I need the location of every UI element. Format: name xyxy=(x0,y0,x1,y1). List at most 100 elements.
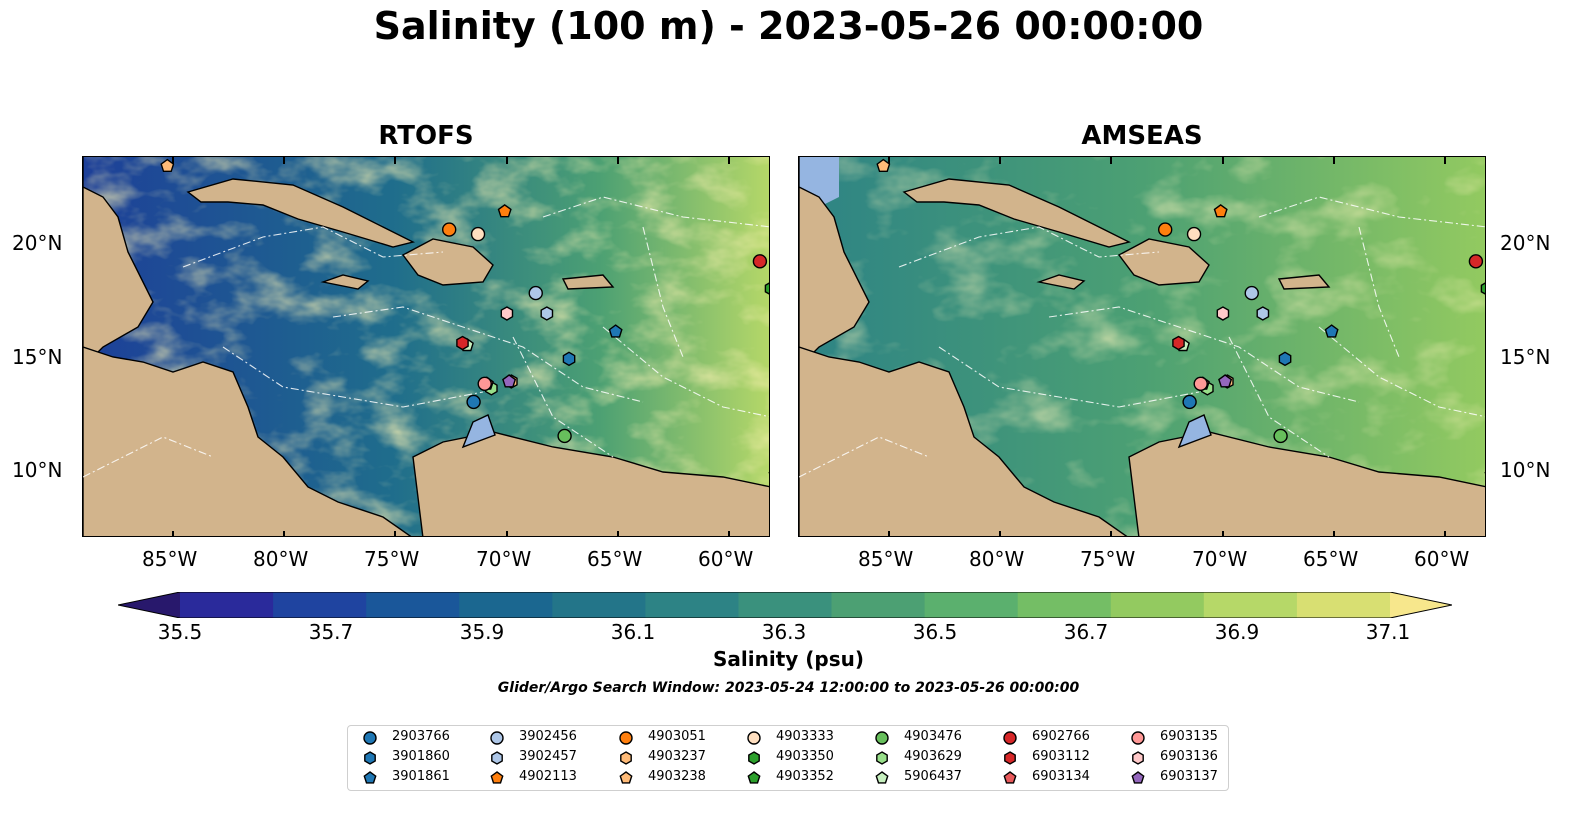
colorbar-segment xyxy=(1296,592,1391,618)
legend-marker-pentagon-icon xyxy=(747,771,761,784)
colorbar-segments xyxy=(118,592,1452,618)
colorbar-segment xyxy=(552,592,646,618)
legend-marker-pentagon-icon xyxy=(1003,771,1017,784)
map-panel-amseas[interactable] xyxy=(798,156,1486,537)
map-svg-rtofs xyxy=(83,157,769,536)
panel-title-amseas: AMSEAS xyxy=(1081,121,1203,151)
map-panel-rtofs[interactable] xyxy=(82,156,770,537)
colorbar-segment xyxy=(831,592,926,618)
legend-marker-hexagon-icon xyxy=(876,751,888,765)
search-window-note: Glider/Argo Search Window: 2023-05-24 12… xyxy=(497,680,1080,696)
colorbar-tick: 35.7 xyxy=(308,620,354,644)
colorbar-segment xyxy=(738,592,833,618)
legend-marker-hexagon-icon xyxy=(1004,751,1016,765)
colorbar xyxy=(118,592,1452,618)
float-marker-6902766 xyxy=(1468,254,1484,269)
colorbar-segment xyxy=(1110,592,1205,618)
lon-label-60w: 60°W xyxy=(698,547,754,571)
legend-label: 3901861 xyxy=(392,769,450,784)
float-marker-4902113 xyxy=(497,204,512,218)
colorbar-extend-low xyxy=(118,592,180,618)
legend-label: 4903237 xyxy=(648,749,706,764)
float-marker-3901861 xyxy=(608,324,623,338)
float-marker-6902766 xyxy=(752,254,768,269)
float-marker-6903136 xyxy=(500,306,514,321)
lon-label-75w: 75°W xyxy=(1080,547,1136,571)
lon-label-75w: 75°W xyxy=(364,547,420,571)
lon-label-80w: 80°W xyxy=(253,547,309,571)
lat-label-10n: 10°N xyxy=(1500,458,1551,482)
legend-label: 4903051 xyxy=(648,729,706,744)
legend-marker-pentagon-icon xyxy=(875,771,889,784)
colorbar-tick: 35.9 xyxy=(459,620,505,644)
lon-ticks-rtofs xyxy=(172,157,730,536)
legend-marker-hexagon-icon xyxy=(364,751,376,765)
float-marker-4903051 xyxy=(1157,222,1173,237)
lat-label-15n: 15°N xyxy=(12,345,63,369)
map-svg-amseas xyxy=(799,157,1485,536)
float-marker-2903766 xyxy=(1182,394,1197,410)
legend-marker-circle-icon xyxy=(363,731,377,745)
legend-marker-hexagon-icon xyxy=(748,751,760,765)
lon-label-85w: 85°W xyxy=(142,547,198,571)
legend: 2903766 3901860 3901861 3902456 3902457 49021… xyxy=(347,725,1229,791)
legend-label: 2903766 xyxy=(392,729,450,744)
lon-ticks-amseas xyxy=(888,157,1446,536)
legend-label: 6902766 xyxy=(1032,729,1090,744)
legend-label: 6903112 xyxy=(1032,749,1090,764)
colorbar-label: Salinity (psu) xyxy=(712,647,864,671)
panel-title-rtofs: RTOFS xyxy=(378,121,474,151)
float-marker-3902457 xyxy=(1256,306,1270,321)
lon-label-85w: 85°W xyxy=(858,547,914,571)
float-marker-6903137 xyxy=(1218,374,1233,388)
legend-marker-pentagon-icon xyxy=(363,771,377,784)
colorbar-segment xyxy=(180,592,274,618)
float-marker-6903137 xyxy=(502,374,517,388)
legend-label: 3901860 xyxy=(392,749,450,764)
float-marker-6903135 xyxy=(1193,376,1208,391)
float-marker-4903350 xyxy=(764,282,769,295)
legend-marker-pentagon-icon xyxy=(490,771,504,784)
float-marker-4903476 xyxy=(557,428,572,444)
float-marker-3902456 xyxy=(528,285,543,301)
float-marker-6903136 xyxy=(1216,306,1230,321)
legend-label: 6903134 xyxy=(1032,769,1090,784)
colorbar-extend-high xyxy=(1390,592,1452,618)
colorbar-segment xyxy=(645,592,740,618)
legend-marker-pentagon-icon xyxy=(1131,771,1145,784)
lat-label-15n: 15°N xyxy=(1500,345,1551,369)
figure-title: Salinity (100 m) - 2023-05-26 00:00:00 xyxy=(373,4,1204,48)
float-marker-3901861 xyxy=(1324,324,1339,338)
colorbar-segment xyxy=(1203,592,1298,618)
legend-marker-circle-icon xyxy=(875,731,889,745)
lon-label-80w: 80°W xyxy=(969,547,1025,571)
float-marker-4903352 xyxy=(768,471,769,474)
float-marker-6903112 xyxy=(456,335,469,351)
float-markers-amseas xyxy=(876,158,1485,474)
legend-label: 4903629 xyxy=(904,749,962,764)
float-marker-4903352 xyxy=(1484,471,1485,474)
legend-label: 6903137 xyxy=(1160,769,1218,784)
legend-marker-circle-icon xyxy=(619,731,633,745)
eez-lines-rtofs xyxy=(83,196,769,478)
legend-label: 3902457 xyxy=(519,749,577,764)
colorbar-tick: 36.9 xyxy=(1214,620,1260,644)
float-markers-rtofs xyxy=(160,158,769,474)
legend-label: 4903352 xyxy=(776,769,834,784)
legend-label: 4903238 xyxy=(648,769,706,784)
colorbar-tick: 36.5 xyxy=(912,620,958,644)
float-marker-4903476 xyxy=(1273,428,1288,444)
legend-marker-circle-icon xyxy=(490,731,504,745)
float-marker-4903051 xyxy=(441,222,457,237)
lon-label-65w: 65°W xyxy=(1303,547,1359,571)
float-marker-4903238 xyxy=(876,158,891,173)
lon-label-65w: 65°W xyxy=(587,547,643,571)
legend-label: 5906437 xyxy=(904,769,962,784)
legend-label: 4902113 xyxy=(519,769,577,784)
lat-label-20n: 20°N xyxy=(12,231,63,255)
float-marker-4903333 xyxy=(470,226,486,242)
legend-marker-hexagon-icon xyxy=(620,751,632,765)
lon-label-60w: 60°W xyxy=(1414,547,1470,571)
legend-marker-hexagon-icon xyxy=(491,751,503,765)
legend-marker-circle-icon xyxy=(1131,731,1145,745)
